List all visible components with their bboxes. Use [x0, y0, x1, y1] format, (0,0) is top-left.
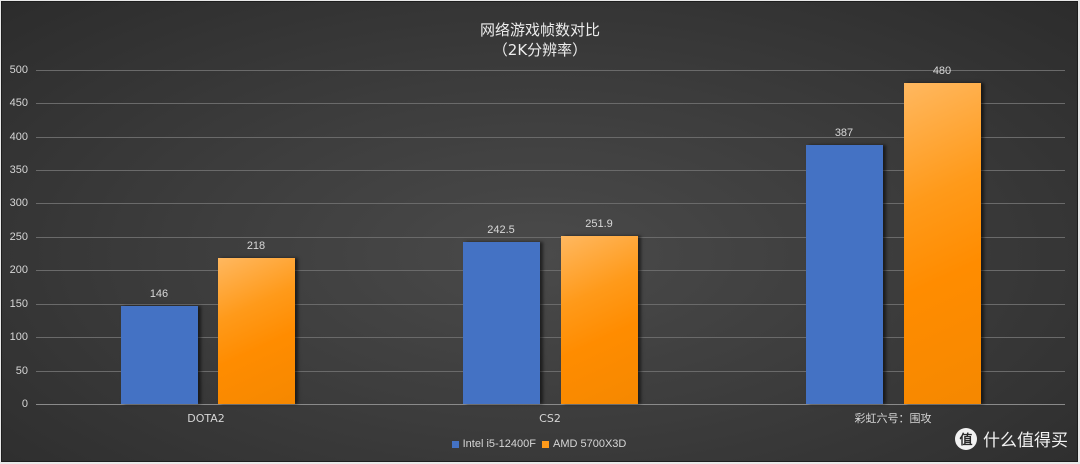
gridline-150 [36, 304, 1065, 305]
bar-amd-dota2 [218, 258, 295, 404]
watermark-text: 什么值得买 [983, 431, 1068, 451]
y-tick-label: 450 [9, 97, 28, 109]
chart-title-main: 网络游戏帧数对比 [479, 21, 600, 39]
chart-title: 网络游戏帧数对比 （2K分辨率） [0, 20, 1080, 60]
value-label-intel-dota2: 146 [149, 288, 169, 300]
y-tick-label: 350 [9, 164, 28, 176]
y-tick-label: 50 [15, 365, 28, 377]
bar-amd-cs2 [561, 236, 638, 404]
gridline-500 [36, 70, 1065, 71]
gridline-100 [36, 337, 1065, 338]
gridline-400 [36, 137, 1065, 138]
value-label-amd-r6: 480 [932, 65, 952, 77]
y-tick-label: 400 [9, 131, 28, 143]
value-label-intel-r6: 387 [834, 127, 854, 139]
x-axis-line [36, 404, 1065, 405]
gridline-350 [36, 170, 1065, 171]
y-tick-label: 0 [21, 398, 28, 410]
y-tick-label: 500 [9, 64, 28, 76]
x-category-label-dota2: DOTA2 [187, 412, 225, 425]
chart-legend: Intel i5-12400F AMD 5700X3D [0, 438, 1080, 450]
legend-item-amd: AMD 5700X3D [542, 438, 626, 450]
y-tick-label: 250 [9, 231, 28, 243]
legend-item-intel: Intel i5-12400F [451, 438, 536, 450]
value-label-intel-cs2: 242.5 [487, 224, 515, 236]
bar-intel-cs2 [463, 242, 540, 404]
bar-intel-dota2 [121, 306, 198, 404]
gridline-450 [36, 103, 1065, 104]
watermark: 值 什么值得买 [955, 426, 1068, 451]
bar-intel-r6 [806, 145, 883, 404]
value-label-amd-dota2: 218 [246, 240, 266, 252]
y-tick-label: 300 [9, 197, 28, 209]
gridline-200 [36, 270, 1065, 271]
value-label-amd-cs2: 251.9 [585, 218, 613, 230]
legend-swatch-blue [451, 440, 459, 448]
bar-amd-r6 [904, 83, 981, 404]
legend-label-amd: AMD 5700X3D [553, 438, 627, 450]
y-tick-label: 200 [9, 264, 28, 276]
gridline-250 [36, 237, 1065, 238]
x-category-label-cs2: CS2 [539, 412, 561, 425]
legend-swatch-orange [542, 440, 549, 448]
y-tick-label: 100 [9, 331, 28, 343]
y-tick-label: 150 [9, 298, 28, 310]
legend-label-intel: Intel i5-12400F [462, 438, 536, 450]
x-category-label-r6: 彩虹六号：围攻 [854, 412, 932, 425]
gridline-300 [36, 203, 1065, 204]
chart-subtitle: （2K分辨率） [492, 41, 588, 59]
gridline-50 [36, 371, 1065, 372]
smzdm-logo-icon: 值 [955, 427, 977, 450]
